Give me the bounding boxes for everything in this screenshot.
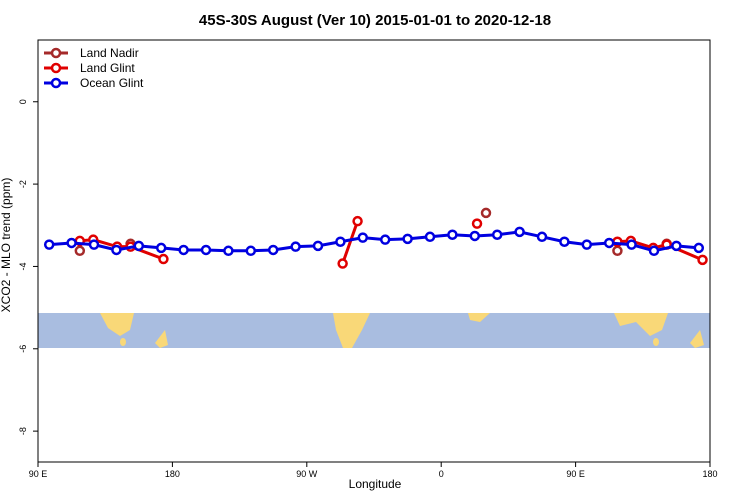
data-point — [581, 239, 593, 250]
data-point — [43, 239, 55, 250]
data-point — [290, 241, 301, 252]
data-point — [559, 236, 570, 247]
data-point — [158, 253, 169, 265]
data-point — [648, 245, 660, 257]
y-tick-label: -4 — [18, 262, 28, 270]
data-point — [536, 231, 548, 243]
data-point — [471, 218, 483, 229]
y-tick-label: -8 — [18, 427, 28, 435]
chart-title: 45S-30S August (Ver 10) 2015-01-01 to 20… — [199, 12, 551, 29]
map-strip — [38, 313, 710, 348]
x-tick-label: 0 — [439, 469, 444, 479]
data-point — [626, 239, 637, 250]
data-point — [335, 236, 346, 247]
data-point — [352, 215, 363, 227]
data-point — [74, 245, 86, 257]
data-point — [155, 242, 167, 254]
data-point — [603, 237, 615, 249]
legend-marker — [50, 62, 62, 74]
y-axis-label: XCO2 - MLO trend (ppm) — [0, 178, 13, 313]
legend-label: Land Nadir — [80, 46, 139, 60]
data-point — [133, 240, 145, 252]
data-point — [88, 239, 100, 250]
legend-label: Ocean Glint — [80, 76, 144, 90]
series-line — [49, 230, 699, 253]
x-tick-label: 180 — [702, 469, 717, 479]
data-point — [267, 244, 279, 256]
y-tick-label: -6 — [18, 345, 28, 353]
x-tick-label: 180 — [165, 469, 180, 479]
x-tick-label: 90 W — [296, 469, 318, 479]
legend-marker — [50, 77, 62, 89]
data-point — [245, 245, 257, 257]
data-point — [491, 229, 503, 240]
data-point — [111, 244, 122, 256]
data-point — [402, 233, 413, 245]
data-point — [178, 244, 189, 256]
data-point — [693, 242, 705, 254]
data-point — [697, 254, 708, 266]
data-point — [223, 245, 234, 257]
legend-label: Land Glint — [80, 61, 135, 75]
x-tick-label: 90 E — [29, 469, 48, 479]
legend-marker — [50, 47, 62, 59]
data-point — [66, 237, 77, 249]
data-point — [671, 240, 682, 252]
data-point — [612, 245, 623, 257]
plot-frame — [37, 39, 711, 463]
data-point — [447, 229, 458, 240]
data-point — [337, 258, 348, 269]
y-tick-label: -2 — [18, 180, 28, 188]
data-point — [424, 231, 436, 243]
data-point — [469, 230, 481, 242]
data-point — [357, 232, 369, 243]
data-point — [480, 207, 492, 219]
data-point — [514, 226, 525, 238]
y-tick-label: 0 — [18, 99, 28, 104]
data-point — [200, 244, 212, 256]
x-tick-label: 90 E — [566, 469, 585, 479]
data-point — [379, 234, 391, 245]
x-axis-label: Longitude — [349, 477, 402, 491]
data-point — [312, 240, 324, 252]
